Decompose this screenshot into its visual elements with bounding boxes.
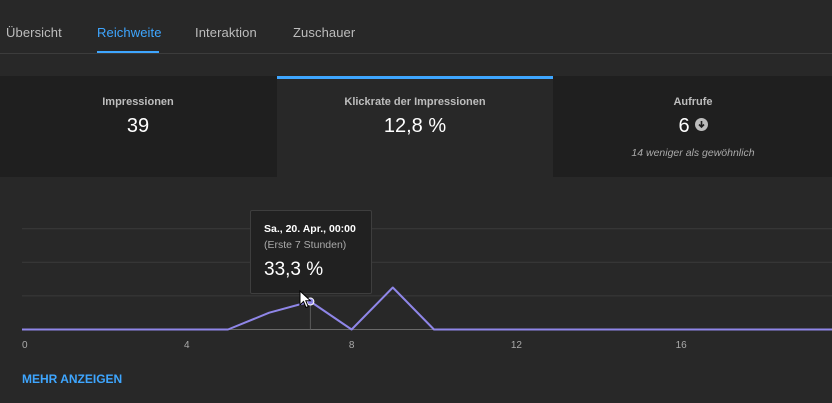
card-note: 14 weniger als gewöhnlich bbox=[631, 147, 755, 159]
card-label: Aufrufe bbox=[673, 96, 713, 108]
card-value: 12,8 % bbox=[383, 115, 447, 137]
metric-cards: Impressionen 39 Klickrate der Impression… bbox=[0, 76, 832, 177]
x-tick-label: 12 bbox=[511, 340, 523, 351]
card-ctr[interactable]: Klickrate der Impressionen 12,8 % bbox=[277, 76, 553, 177]
series-line bbox=[22, 286, 832, 331]
card-value: 6 bbox=[678, 115, 690, 137]
card-label: Impressionen bbox=[102, 96, 174, 108]
tab-interaction[interactable]: Interaktion bbox=[195, 25, 257, 40]
tab-reach[interactable]: Reichweite bbox=[97, 25, 162, 40]
card-views[interactable]: Aufrufe 6 14 weniger als gewöhnlich bbox=[554, 76, 832, 177]
tab-bar: Übersicht Reichweite Interaktion Zuschau… bbox=[0, 0, 832, 54]
x-tick-label: 4 bbox=[184, 340, 190, 351]
active-tab-indicator bbox=[97, 51, 159, 53]
mouse-cursor-icon bbox=[299, 290, 312, 309]
card-label: Klickrate der Impressionen bbox=[344, 96, 486, 108]
x-tick-label: 0 bbox=[22, 340, 28, 351]
tooltip-value: 33,3 % bbox=[264, 259, 324, 280]
tab-audience[interactable]: Zuschauer bbox=[293, 25, 356, 40]
card-value: 39 bbox=[126, 115, 150, 137]
tooltip-date: Sa., 20. Apr., 00:00 bbox=[264, 223, 356, 235]
card-impressions[interactable]: Impressionen 39 bbox=[0, 76, 276, 177]
arrow-down-circle-icon bbox=[694, 118, 708, 131]
card-value-row: 6 bbox=[554, 115, 832, 138]
show-more-link[interactable]: MEHR ANZEIGEN bbox=[22, 372, 123, 386]
tab-overview[interactable]: Übersicht bbox=[6, 25, 62, 40]
x-tick-label: 16 bbox=[676, 340, 688, 351]
selected-card-indicator bbox=[277, 76, 553, 79]
x-tick-label: 8 bbox=[349, 340, 355, 351]
chart-tooltip: Sa., 20. Apr., 00:00 (Erste 7 Stunden) 3… bbox=[250, 210, 372, 294]
tooltip-subtitle: (Erste 7 Stunden) bbox=[264, 239, 347, 251]
